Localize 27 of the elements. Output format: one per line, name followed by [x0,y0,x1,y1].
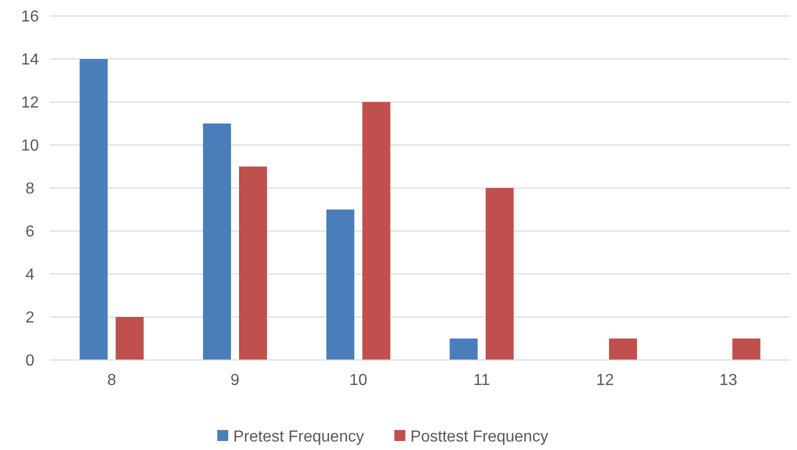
y-tick-label: 8 [26,180,35,198]
bar [450,338,478,360]
y-tick-label: 4 [26,266,35,284]
bar [80,59,108,360]
y-tick-label: 16 [21,8,39,26]
bar [362,102,390,360]
x-tick-label: 10 [349,372,368,389]
y-tick-label: 10 [21,138,39,155]
y-tick-label: 0 [26,352,35,370]
x-tick-label: 13 [719,372,738,389]
bar [326,210,354,360]
legend-label: Pretest Frequency [233,428,364,446]
legend-label: Posttest Frequency [410,428,548,446]
x-tick-label: 9 [230,372,240,389]
x-tick-label: 11 [473,372,490,389]
bar [609,338,637,360]
bar [239,166,267,360]
y-tick-label: 2 [26,310,35,327]
bar [486,188,514,360]
y-tick-label: 12 [21,94,39,112]
y-tick-label: 6 [26,224,35,241]
bar [732,338,760,360]
bar [116,317,144,360]
bar [203,124,231,360]
x-tick-label: 8 [107,372,116,389]
x-tick-label: 12 [596,372,614,389]
y-tick-label: 14 [21,52,39,69]
